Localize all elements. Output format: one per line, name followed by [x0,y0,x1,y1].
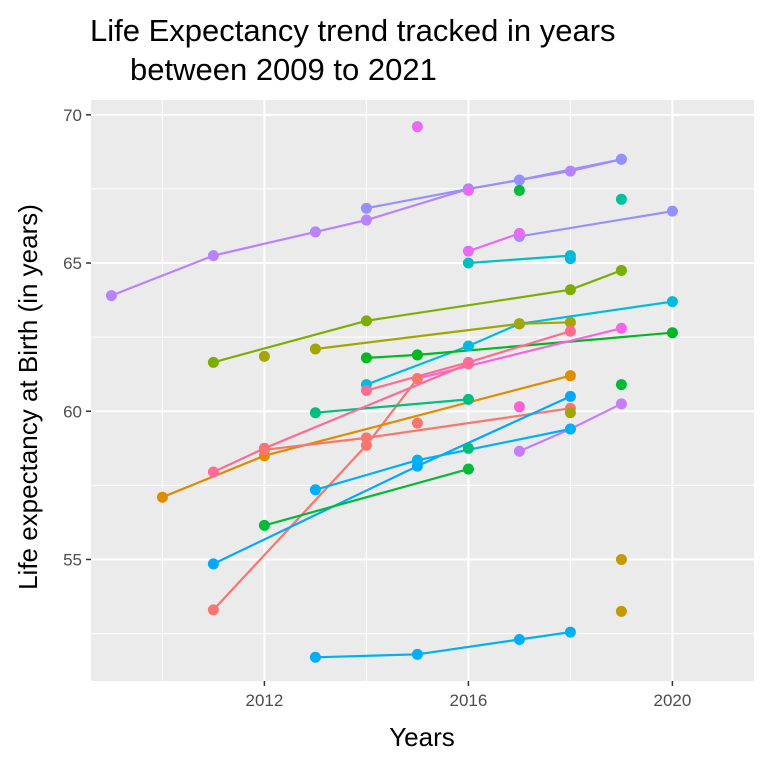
x-tick-label: 2012 [245,691,283,710]
data-point [411,373,423,385]
axis-ticks: 2012 2016 2020 55 60 65 70 [63,106,691,710]
data-point [207,466,219,478]
data-point [513,445,525,457]
data-point [666,296,678,308]
data-point [564,284,576,296]
data-point [258,444,270,456]
data-point [513,318,525,330]
data-point [564,316,576,328]
data-point [309,343,321,355]
data-point [615,379,627,391]
data-point [258,350,270,362]
data-point [156,491,168,503]
data-point [360,315,372,327]
data-point [462,358,474,370]
series-line-18 [315,398,469,414]
data-point [360,432,372,444]
series-line-33 [315,631,571,659]
y-tick-label: 65 [63,254,82,273]
data-point [513,401,525,413]
data-point [462,245,474,257]
data-point [615,322,627,334]
data-point [615,553,627,565]
data-point [615,264,627,276]
data-point [207,604,219,616]
series-line-3 [468,232,520,253]
data-point [462,442,474,454]
chart-title-line-1: Life Expectancy trend tracked in years [90,13,616,48]
series-line-30 [264,468,469,527]
y-tick-label: 60 [63,402,82,421]
y-tick-label: 55 [63,550,82,569]
data-point [615,153,627,165]
series-line-2 [519,210,673,238]
data-point [564,370,576,382]
data-point [360,214,372,226]
data-point [666,205,678,217]
data-point [462,463,474,475]
data-point [309,651,321,663]
series-line-11 [366,300,673,386]
y-axis-title: Life expectancy at Birth (in years) [13,204,43,590]
data-point [564,423,576,435]
series-points [105,121,678,663]
data-point [564,626,576,638]
plot-panel [91,100,754,681]
data-point [360,202,372,214]
data-point [207,250,219,262]
data-point [411,648,423,660]
data-point [411,121,423,133]
data-point [666,327,678,339]
data-point [411,349,423,361]
x-tick-label: 2016 [449,691,487,710]
series-line-8 [468,254,571,265]
major-gridlines [91,100,754,681]
data-point [360,385,372,396]
data-point [309,407,321,419]
data-point [564,325,576,337]
data-point [258,519,270,531]
data-point [513,174,525,186]
x-axis-title: Years [389,722,455,752]
data-point [360,352,372,364]
data-point [462,184,474,196]
data-point [105,290,117,302]
data-point [513,184,525,196]
data-point [207,356,219,368]
data-point [513,227,525,239]
data-point [411,417,423,429]
data-point [411,454,423,466]
chart-title-line-2: between 2009 to 2021 [130,52,437,87]
data-point [564,165,576,177]
data-point [309,226,321,238]
data-point [207,558,219,570]
y-tick-label: 70 [63,106,82,125]
data-point [462,393,474,405]
data-point [462,340,474,352]
data-point [309,484,321,496]
series-line-10 [213,269,622,364]
minor-gridlines [91,100,754,681]
data-point [615,398,627,410]
data-point [615,193,627,205]
data-point [513,634,525,645]
data-point [462,257,474,269]
data-point [564,390,576,402]
data-point [564,253,576,265]
x-tick-label: 2020 [653,691,691,710]
data-point [564,407,576,419]
data-point [615,605,627,617]
